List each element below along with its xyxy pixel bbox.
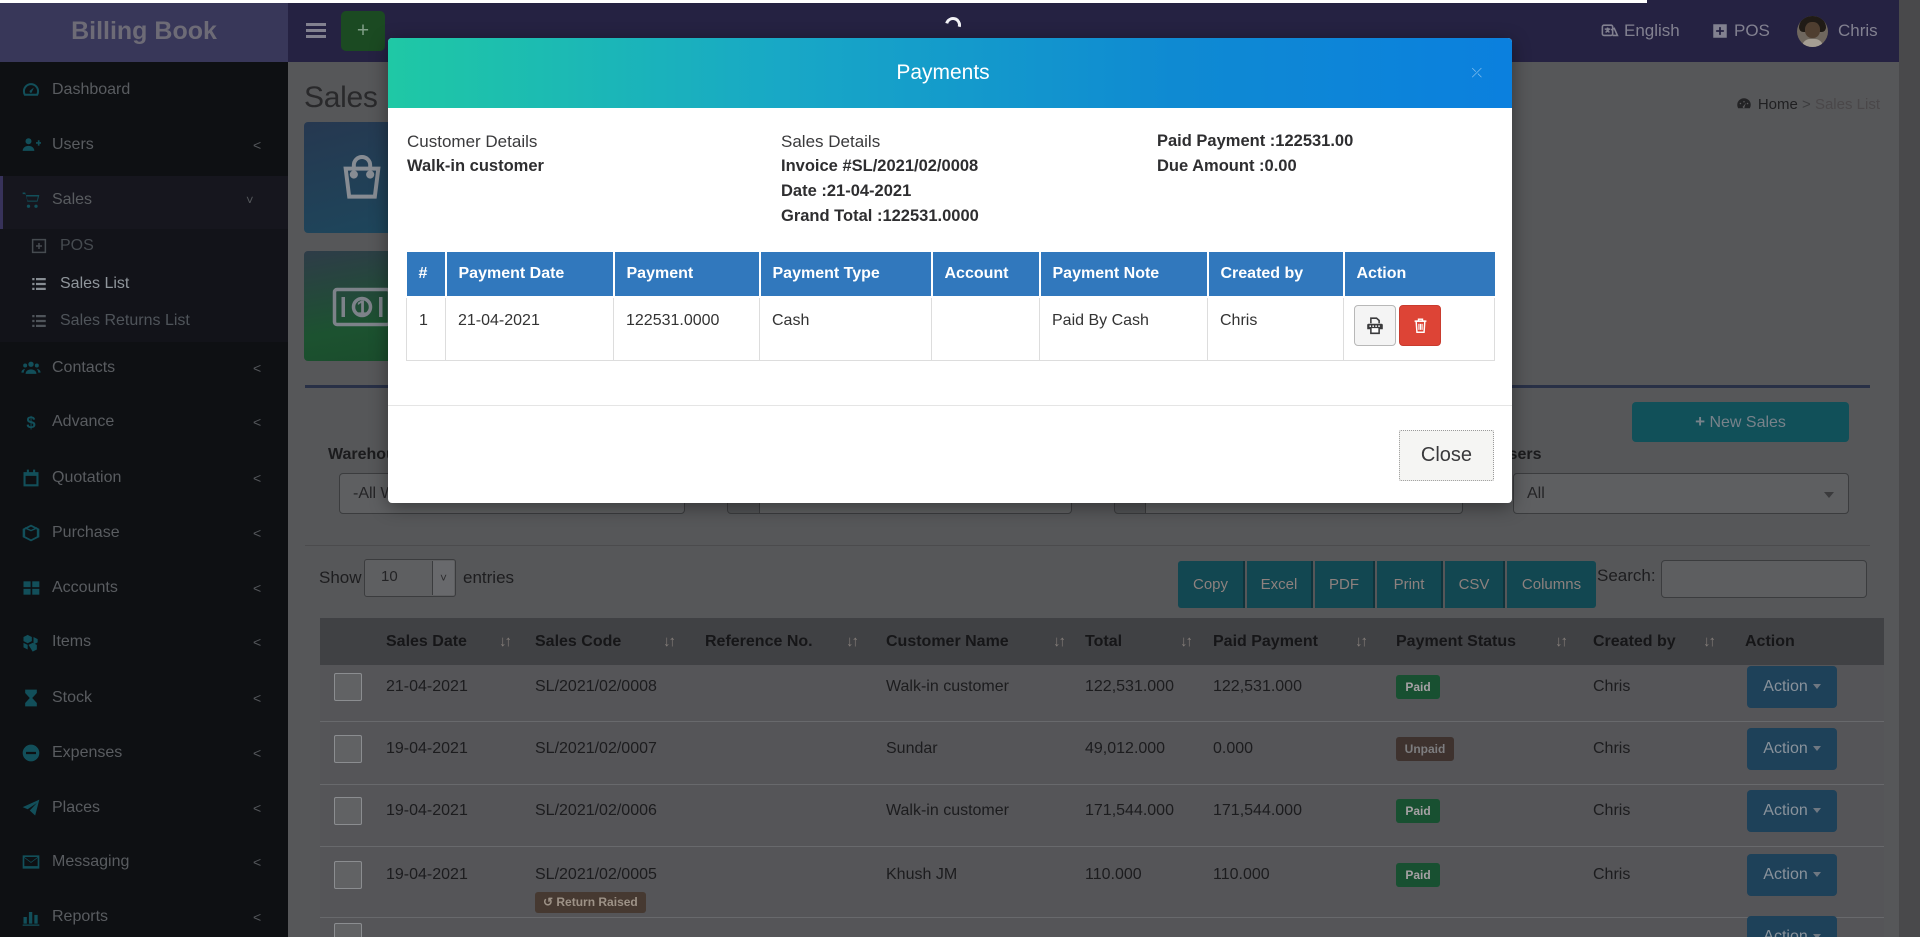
svg-text:1: 1 bbox=[356, 298, 367, 320]
svg-text:$: $ bbox=[26, 413, 36, 432]
